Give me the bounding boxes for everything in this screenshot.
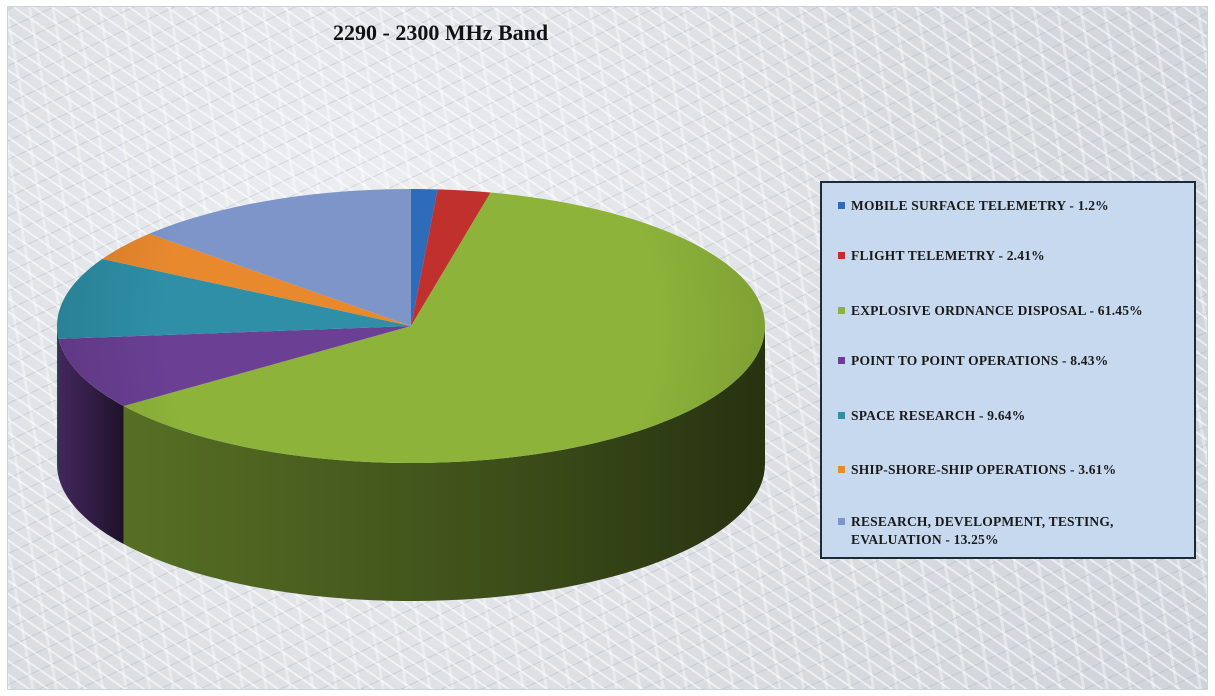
pie-slice-2 [123, 192, 765, 463]
pie-slice-0 [411, 189, 438, 326]
legend-swatch [838, 357, 845, 364]
legend-item: SHIP-SHORE-SHIP OPERATIONS - 3.61% [838, 461, 1186, 479]
legend-item: SPACE RESEARCH - 9.64% [838, 407, 1186, 425]
pie-slice-6 [149, 189, 411, 326]
legend-swatch [838, 307, 845, 314]
legend-swatch [838, 518, 845, 525]
legend-label: MOBILE SURFACE TELEMETRY - 1.2% [851, 198, 1109, 213]
legend-swatch [838, 466, 845, 473]
legend-swatch [838, 412, 845, 419]
legend-label: RESEARCH, DEVELOPMENT, TESTING, EVALUATI… [851, 514, 1114, 547]
legend-label: SPACE RESEARCH - 9.64% [851, 408, 1026, 423]
legend-item: MOBILE SURFACE TELEMETRY - 1.2% [838, 197, 1186, 215]
pie-slice-3 [58, 326, 411, 407]
pie-side-4 [57, 326, 59, 477]
pie-slice-1 [411, 189, 491, 326]
pie-slice-5 [102, 233, 411, 326]
legend-label: POINT TO POINT OPERATIONS - 8.43% [851, 353, 1109, 368]
chart-title: 2290 - 2300 MHz Band [333, 20, 549, 45]
legend-item: FLIGHT TELEMETRY - 2.41% [838, 247, 1186, 265]
legend-item: POINT TO POINT OPERATIONS - 8.43% [838, 352, 1186, 370]
legend-label: SHIP-SHORE-SHIP OPERATIONS - 3.61% [851, 462, 1117, 477]
legend-item: EXPLOSIVE ORDNANCE DISPOSAL - 61.45% [838, 302, 1186, 320]
pie-slice-4 [57, 258, 411, 339]
legend-swatch [838, 252, 845, 259]
legend-label: FLIGHT TELEMETRY - 2.41% [851, 248, 1045, 263]
chart-legend: MOBILE SURFACE TELEMETRY - 1.2% FLIGHT TE… [820, 181, 1196, 559]
legend-swatch [838, 202, 845, 209]
legend-item: RESEARCH, DEVELOPMENT, TESTING, EVALUATI… [838, 513, 1186, 549]
legend-label: EXPLOSIVE ORDNANCE DISPOSAL - 61.45% [851, 303, 1143, 318]
pie-side-2 [123, 326, 766, 601]
pie-side-3 [58, 338, 124, 545]
